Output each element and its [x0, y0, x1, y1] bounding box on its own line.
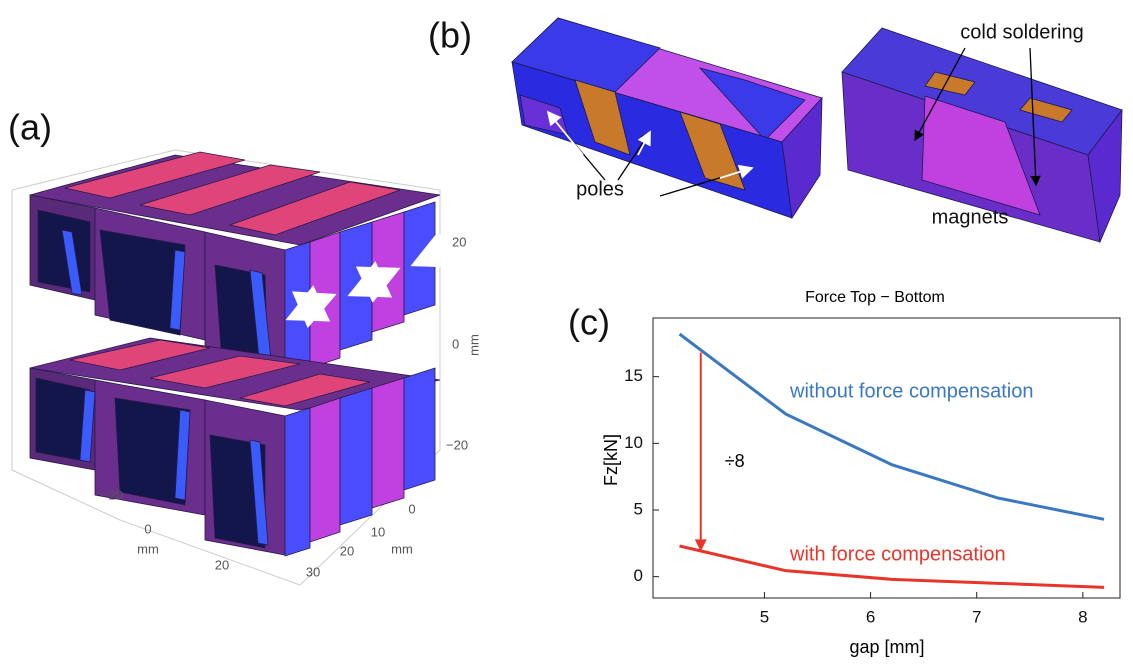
y-tick-label: 30	[306, 564, 320, 579]
annotation: cold soldering	[960, 21, 1083, 43]
annotation: poles	[576, 178, 624, 200]
x-tick-label: 7	[972, 607, 981, 626]
module-left	[512, 18, 822, 218]
data-line	[680, 334, 1105, 519]
y-tick-label: 10	[371, 524, 385, 539]
x-tick-label: −20	[101, 487, 123, 502]
x-tick-label: 20	[215, 557, 229, 572]
y-tick-label: 15	[624, 366, 643, 385]
y-tick-label: 10	[624, 433, 643, 452]
x-tick-label: 8	[1078, 607, 1087, 626]
z-tick-label: −20	[446, 437, 468, 452]
panel-label: (a)	[8, 107, 52, 148]
magnet-array-bottom	[30, 338, 440, 556]
chart-title: Force Top − Bottom	[805, 289, 945, 306]
y-tick-label: 0	[634, 566, 643, 585]
x-axis-label: gap [mm]	[849, 637, 924, 657]
y-tick-label: 5	[634, 499, 643, 518]
x-tick-label: 6	[866, 607, 875, 626]
y-tick-label: 0	[408, 501, 415, 516]
annotation: ÷8	[725, 451, 745, 471]
y-unit: mm	[391, 541, 413, 556]
z-tick-label: 20	[452, 234, 466, 249]
z-tick-label: 0	[452, 336, 459, 351]
z-unit: mm	[466, 334, 481, 356]
legend-label: without force compensation	[789, 380, 1033, 402]
x-unit: mm	[137, 541, 159, 556]
figure: (a)	[0, 0, 1133, 661]
legend-label: with force compensation	[789, 543, 1006, 565]
y-axis-label: Fz[kN]	[601, 434, 621, 486]
panel-c: (c) Force Top − Bottom gap [mm] Fz[kN] 5…	[568, 289, 1120, 657]
panel-label: (b)	[428, 15, 472, 56]
x-tick-label: 5	[760, 607, 769, 626]
page: (a)	[0, 0, 1133, 666]
x-tick-label: 0	[144, 521, 151, 536]
y-tick-label: 20	[340, 543, 354, 558]
magnet-array-top	[30, 152, 440, 380]
panel-a: (a)	[8, 107, 481, 585]
panel-b: (b)	[428, 15, 1122, 242]
panel-label: (c)	[568, 302, 610, 343]
annotation: magnets	[932, 206, 1009, 228]
